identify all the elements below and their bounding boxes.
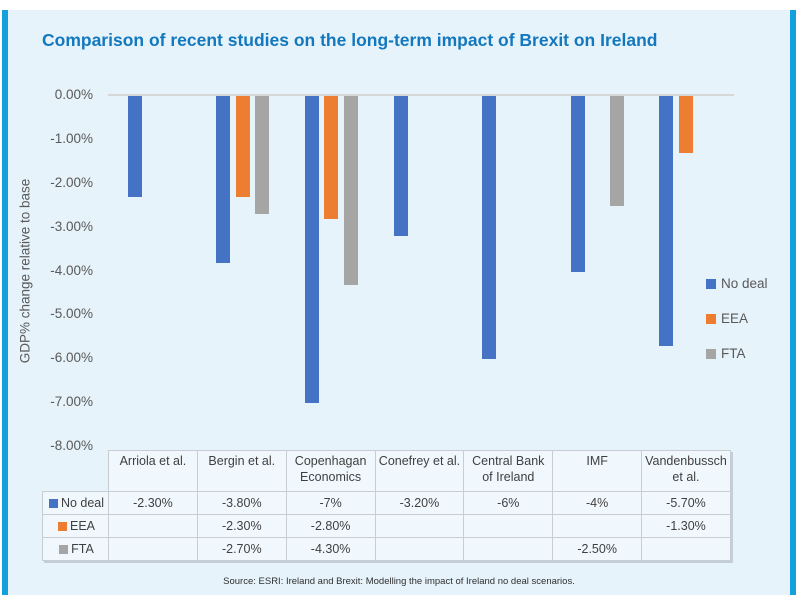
table-value-no-deal-copenhagan-economics: -7% [285, 491, 376, 515]
chart-data-table: Arriola et al. Bergin et al. Copenhagan Ec… [42, 450, 731, 561]
table-value-eea-central-bank-of-ireland [463, 514, 554, 538]
legend-item-no-deal: No deal [706, 276, 768, 291]
table-header-cell-arriola-et-al: Arriola et al. [108, 450, 198, 492]
legend-swatch-fta [706, 348, 716, 359]
y-tick-label-1-00: -1.00% [50, 130, 93, 146]
y-tick-label-3-00: -3.00% [50, 218, 93, 234]
bar-no-deal-arriola-et-al [127, 96, 142, 197]
table-value-fta-vandenbussch-et-al [641, 537, 731, 561]
table-header-cell-bergin-et-al: Bergin et al. [196, 450, 287, 492]
bar-fta-copenhagan-economics [343, 96, 358, 285]
table-header-cell-imf: IMF [552, 450, 643, 492]
table-value-no-deal-arriola-et-al: -2.30% [108, 491, 198, 515]
table-row-label-no-deal: No deal [42, 491, 109, 515]
table-value-no-deal-imf: -4% [552, 491, 643, 515]
bar-no-deal-copenhagan-economics [304, 96, 319, 404]
table-value-eea-arriola-et-al [108, 514, 198, 538]
legend-item-fta: FTA [706, 346, 746, 361]
bar-fta-bergin-et-al [255, 96, 270, 215]
table-row-no-deal: No deal -2.30% -3.80% -7% -3.20% -6% -4% -5.70% [42, 491, 731, 515]
bar-no-deal-central-bank-of-ireland [482, 96, 497, 360]
table-row-label-eea: EEA [42, 514, 109, 538]
legend-label-fta: FTA [721, 346, 746, 361]
table-row-fta: FTA -2.70% -4.30% -2.50% [42, 537, 731, 561]
bar-no-deal-vandenbussch-et-al [659, 96, 674, 347]
table-value-fta-copenhagan-economics: -4.30% [285, 537, 376, 561]
table-value-no-deal-bergin-et-al: -3.80% [196, 491, 287, 515]
table-header-cell-copenhagan-economics: Copenhagan Economics [285, 450, 376, 492]
bar-no-deal-bergin-et-al [216, 96, 231, 263]
table-value-no-deal-central-bank-of-ireland: -6% [463, 491, 554, 515]
table-value-fta-imf: -2.50% [552, 537, 643, 561]
y-tick-label-2-00: -2.00% [50, 174, 93, 190]
y-tick-label-6-00: -6.00% [50, 350, 93, 366]
table-row-eea: EEA -2.30% -2.80% -1.30% [42, 514, 731, 538]
table-value-no-deal-vandenbussch-et-al: -5.70% [641, 491, 731, 515]
legend-label-no-deal: No deal [721, 276, 768, 291]
table-key-swatch-eea [57, 522, 67, 531]
bar-fta-imf [609, 96, 624, 206]
legend-swatch-eea [706, 313, 716, 324]
table-header-cell-vandenbussch-et-al: Vandenbussch et al. [641, 450, 731, 492]
table-header-cell-central-bank-of-ireland: Central Bank of Ireland [463, 450, 554, 492]
legend-swatch-no-deal [706, 278, 716, 289]
table-key-swatch-no-deal [48, 499, 58, 508]
table-header-cell-conefrey-et-al: Conefrey et al. [374, 450, 465, 492]
source-caption: Source: ESRI: Ireland and Brexit: Modell… [223, 576, 575, 587]
table-value-eea-conefrey-et-al [374, 514, 465, 538]
y-tick-label-4-00: -4.00% [50, 262, 93, 278]
legend-label-eea: EEA [721, 311, 749, 326]
table-value-eea-bergin-et-al: -2.30% [196, 514, 287, 538]
y-tick-label-0-00: 0.00% [54, 87, 93, 102]
table-value-eea-imf [552, 514, 643, 538]
table-value-fta-central-bank-of-ireland [463, 537, 554, 561]
y-tick-label-7-00: -7.00% [50, 394, 93, 410]
bar-eea-vandenbussch-et-al [678, 96, 693, 154]
bar-no-deal-imf [570, 96, 585, 272]
table-row-label-fta: FTA [42, 537, 109, 561]
chart-panel: Comparison of recent studies on the long… [2, 10, 796, 595]
y-tick-label-5-00: -5.00% [50, 306, 93, 322]
zero-gridline [108, 94, 734, 96]
chart-title: Comparison of recent studies on the long… [42, 30, 658, 50]
y-tick-label-8-00: -8.00% [50, 438, 93, 453]
legend-item-eea: EEA [706, 311, 748, 326]
table-value-eea-vandenbussch-et-al: -1.30% [641, 514, 731, 538]
table-value-eea-copenhagan-economics: -2.80% [285, 514, 376, 538]
table-value-fta-arriola-et-al [108, 537, 198, 561]
plot-area [110, 96, 730, 448]
bar-no-deal-conefrey-et-al [393, 96, 408, 237]
bar-eea-bergin-et-al [235, 96, 250, 197]
table-header-row: Arriola et al. Bergin et al. Copenhagan Ec… [43, 450, 731, 492]
table-value-fta-bergin-et-al: -2.70% [196, 537, 287, 561]
table-value-no-deal-conefrey-et-al: -3.20% [374, 491, 465, 515]
table-key-swatch-fta [59, 545, 69, 554]
table-corner-cell [43, 451, 109, 492]
table-value-fta-conefrey-et-al [374, 537, 465, 561]
bar-eea-copenhagan-economics [324, 96, 339, 219]
